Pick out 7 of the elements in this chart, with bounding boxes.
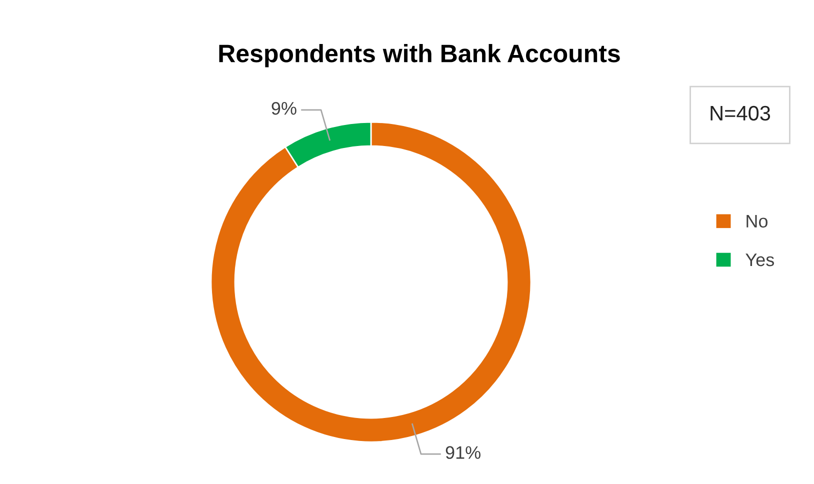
legend-label: Yes — [746, 254, 774, 266]
text: N=403 — [710, 106, 770, 121]
chart-title: Respondents with Bank Accounts — [219, 44, 620, 68]
data-label: 9% — [272, 102, 296, 115]
donut-slice — [210, 121, 532, 443]
legend-label: No — [746, 215, 768, 228]
data-label: 91% — [446, 446, 480, 459]
